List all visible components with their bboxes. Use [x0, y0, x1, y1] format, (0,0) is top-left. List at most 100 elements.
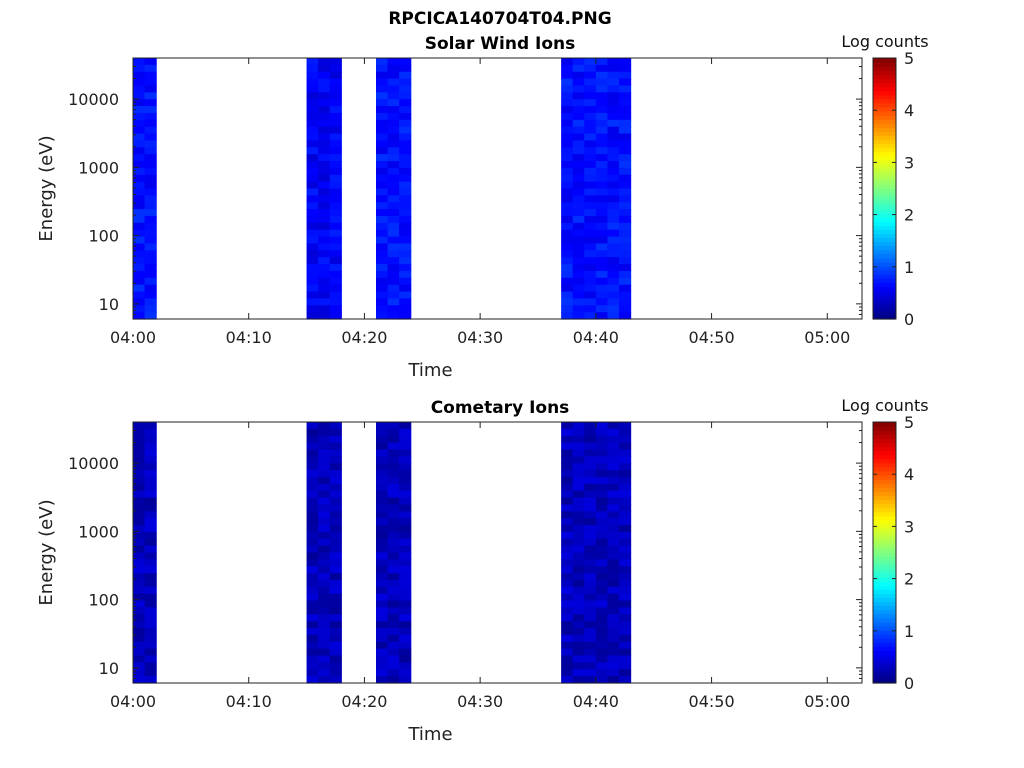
- heatmap-cell: [584, 476, 597, 485]
- heatmap-cell: [619, 545, 632, 554]
- colorbar-segment: [873, 111, 896, 116]
- colorbar-segment: [873, 625, 896, 631]
- heatmap-cell: [144, 456, 157, 464]
- heatmap-cell: [399, 147, 412, 155]
- heatmap-cell: [572, 106, 585, 114]
- heatmap-cell: [376, 628, 389, 636]
- heatmap-cell: [607, 470, 620, 478]
- heatmap-cell: [595, 545, 609, 554]
- heatmap-cell: [607, 167, 620, 176]
- heatmap-cell: [619, 655, 632, 663]
- heatmap-cell: [318, 250, 331, 258]
- heatmap-cell: [318, 195, 331, 203]
- heatmap-cell: [561, 284, 574, 293]
- heatmap-cell: [619, 476, 632, 485]
- heatmap-cell: [584, 305, 597, 313]
- heatmap-cell: [572, 648, 585, 657]
- heatmap-cell: [595, 126, 609, 135]
- heatmap-cell: [607, 538, 620, 547]
- heatmap-cell: [399, 99, 412, 107]
- heatmap-cell: [387, 634, 400, 643]
- heatmap-cell: [144, 202, 157, 210]
- heatmap-cell: [144, 428, 157, 437]
- heatmap-cell: [572, 140, 585, 148]
- heatmap-cell: [376, 154, 389, 162]
- heatmap-cell: [329, 435, 342, 444]
- heatmap-cell: [144, 78, 157, 87]
- heatmap-cell: [144, 298, 157, 306]
- heatmap-cell: [619, 511, 632, 519]
- heatmap-cell: [376, 202, 389, 210]
- heatmap-cell: [133, 291, 146, 299]
- heatmap-cell: [595, 442, 609, 451]
- heatmap-cell: [306, 215, 319, 224]
- colorbar-segment: [873, 487, 896, 492]
- heatmap-cell: [387, 202, 400, 210]
- heatmap-cell: [387, 161, 400, 169]
- heatmap-cell: [561, 422, 574, 430]
- heatmap-cell: [572, 181, 585, 190]
- heatmap-cell: [329, 250, 342, 258]
- heatmap-cell: [619, 154, 632, 162]
- heatmap-cell: [306, 531, 319, 540]
- heatmap-cell: [607, 85, 620, 93]
- heatmap-cell: [572, 147, 585, 155]
- colorbar-segment: [873, 613, 896, 619]
- heatmap-cell: [399, 112, 412, 121]
- heatmap-cell: [306, 662, 319, 670]
- heatmap-cell: [607, 126, 620, 135]
- heatmap-cell: [133, 71, 146, 80]
- heatmap-cell: [133, 133, 146, 142]
- panel-1: Solar Wind Ions 04:00 04:10 04:20 04:30 04:40…: [36, 32, 929, 381]
- colorbar-segment: [873, 155, 896, 161]
- heatmap-cell: [561, 209, 574, 217]
- heatmap-cell: [572, 504, 585, 512]
- heatmap-cell: [572, 64, 585, 73]
- heatmap-cell: [572, 607, 585, 615]
- heatmap-cell: [306, 504, 319, 512]
- x-tick-label: 04:00: [110, 692, 156, 711]
- heatmap-cell: [376, 277, 389, 286]
- heatmap-cell: [133, 655, 146, 663]
- heatmap-cell: [584, 154, 597, 162]
- heatmap-cell: [399, 607, 412, 615]
- heatmap-cell: [133, 85, 146, 93]
- heatmap-cell: [572, 92, 585, 100]
- colorbar-segment: [873, 621, 896, 627]
- heatmap-cell: [144, 628, 157, 636]
- heatmap-cell: [318, 655, 331, 663]
- heatmap-cell: [572, 470, 585, 478]
- heatmap-cell: [318, 202, 331, 210]
- colorbar-segment: [873, 422, 896, 427]
- heatmap-cell: [329, 99, 342, 107]
- heatmap-cell: [318, 476, 331, 485]
- heatmap-cell: [619, 92, 632, 100]
- heatmap-cell: [387, 243, 400, 251]
- heatmap-cell: [144, 106, 157, 114]
- heatmap-cell: [329, 456, 342, 464]
- heatmap-cell: [619, 641, 632, 650]
- heatmap-cell: [133, 442, 146, 451]
- heatmap-cell: [595, 538, 609, 547]
- heatmap-cell: [561, 174, 574, 183]
- heatmap-cell: [607, 662, 620, 670]
- heatmap-cell: [584, 270, 597, 279]
- heatmap-cell: [133, 504, 146, 512]
- heatmap-cell: [584, 140, 597, 148]
- heatmap-cell: [376, 236, 389, 245]
- heatmap-cell: [329, 71, 342, 80]
- heatmap-cell: [595, 497, 609, 506]
- heatmap-cell: [399, 64, 412, 73]
- colorbar-segment: [873, 646, 896, 651]
- heatmap-cell: [306, 676, 319, 684]
- heatmap-cell: [399, 525, 412, 533]
- heatmap-cell: [306, 154, 319, 162]
- heatmap-cell: [584, 545, 597, 554]
- heatmap-cell: [133, 64, 146, 73]
- heatmap-cell: [584, 188, 597, 196]
- heatmap-cell: [318, 435, 331, 444]
- colorbar-segment: [873, 265, 896, 271]
- heatmap-cell: [329, 174, 342, 183]
- heatmap-cell: [607, 161, 620, 169]
- heatmap-cell: [607, 614, 620, 622]
